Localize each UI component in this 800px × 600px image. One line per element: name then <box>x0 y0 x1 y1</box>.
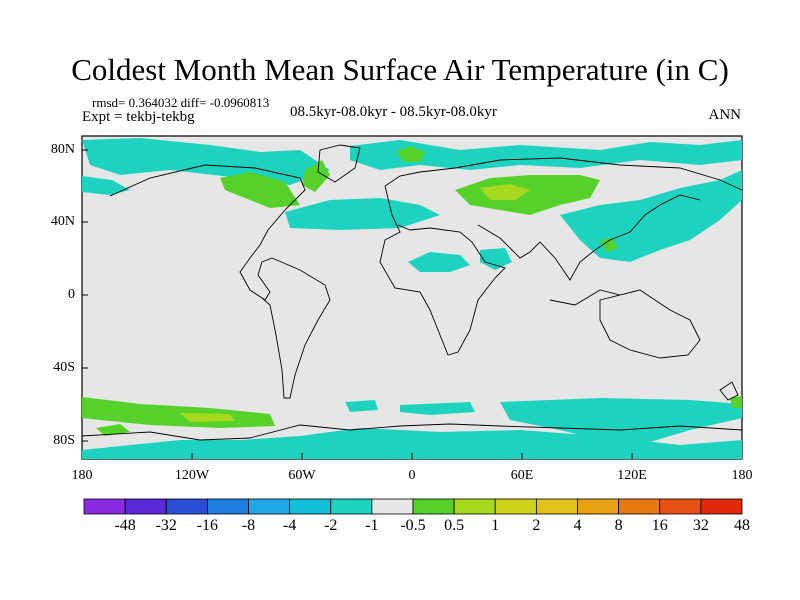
colorbar-box <box>659 498 702 515</box>
colorbar-label: -48 <box>114 517 136 534</box>
map-title: Coldest Month Mean Surface Air Temperatu… <box>71 52 729 87</box>
colorbar-box <box>206 498 249 515</box>
stronger-warm-regions <box>180 184 530 422</box>
experiment-label: Expt = tekbj-tekbg <box>82 109 195 125</box>
colorbar-box <box>330 498 373 515</box>
colorbar-label: -4 <box>282 517 297 534</box>
colorbar-label: 48 <box>734 517 750 534</box>
lat-label-40s: 40S <box>53 360 75 375</box>
colorbar-box <box>577 498 620 515</box>
colorbar-label: 16 <box>651 517 668 534</box>
coastlines <box>81 144 743 441</box>
cool-anomaly-regions <box>82 138 742 459</box>
colorbar-box <box>453 498 496 515</box>
colorbar-label: 0.5 <box>444 517 465 534</box>
lat-label-40n: 40N <box>50 214 75 229</box>
colorbar-box <box>700 498 743 515</box>
lon-label-60w: 60W <box>288 468 316 483</box>
colorbar-label: -32 <box>155 517 177 534</box>
colorbar-label: -2 <box>324 517 338 534</box>
lon-label-180e: 180 <box>731 468 753 483</box>
lon-label-120w: 120W <box>174 468 210 483</box>
lon-label-120e: 120E <box>617 468 647 483</box>
colorbar-label: -1 <box>365 517 379 534</box>
colorbar-box <box>165 498 208 515</box>
colorbar-label: 1 <box>491 517 500 534</box>
stats-text: rmsd= 0.364032 diff= -0.0960813 <box>92 95 270 110</box>
colorbar-box <box>618 498 661 515</box>
colorbar-box <box>535 498 578 515</box>
lat-label-80s: 80S <box>53 433 75 448</box>
lon-label-180w: 180 <box>71 468 93 483</box>
lat-label-0: 0 <box>68 287 75 302</box>
lon-label-60e: 60E <box>510 468 534 483</box>
colorbar-label: -16 <box>196 517 219 534</box>
colorbar <box>83 498 743 515</box>
season-label: ANN <box>708 107 742 123</box>
colorbar-box <box>83 498 126 515</box>
colorbar-label: 32 <box>692 517 709 534</box>
period-label: 08.5kyr-08.0kyr - 08.5kyr-08.0kyr <box>290 104 497 120</box>
colorbar-box <box>371 498 414 515</box>
lat-label-80n: 80N <box>50 142 75 157</box>
colorbar-label: 8 <box>614 517 623 534</box>
colorbar-box <box>494 498 537 515</box>
colorbar-box <box>289 498 332 515</box>
colorbar-label: -8 <box>241 517 256 534</box>
axis-ticks <box>82 149 633 459</box>
colorbar-label: -0.5 <box>400 517 426 534</box>
colorbar-label: 4 <box>573 517 582 534</box>
colorbar-box <box>412 498 455 515</box>
colorbar-label: 2 <box>532 517 541 534</box>
colorbar-box <box>248 498 291 515</box>
colorbar-box <box>124 498 167 515</box>
lon-label-0: 0 <box>408 468 416 483</box>
